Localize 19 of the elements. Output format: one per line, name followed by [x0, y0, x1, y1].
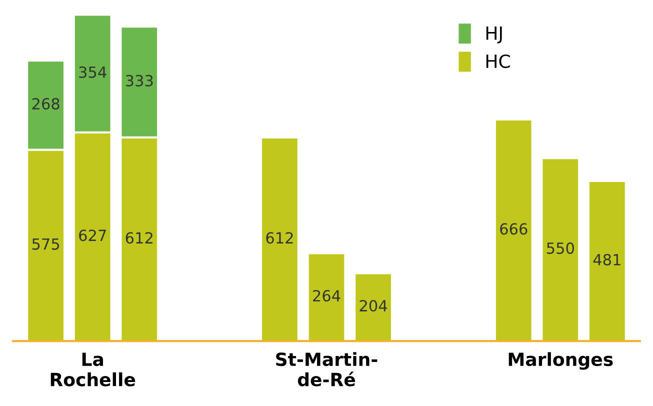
- data-label: 575: [32, 238, 60, 250]
- data-label: 612: [266, 232, 293, 244]
- data-label: 333: [126, 74, 153, 86]
- bar: [540, 157, 580, 342]
- data-label: 481: [593, 254, 620, 266]
- data-label: 268: [32, 98, 60, 110]
- x-tick-label: Marlonges: [508, 352, 613, 370]
- data-label: 627: [79, 230, 106, 242]
- data-label: 550: [547, 242, 574, 254]
- data-label: 666: [500, 223, 528, 235]
- data-label: 612: [126, 232, 152, 244]
- x-tick-label: La Rochelle: [50, 352, 136, 386]
- bar: [306, 252, 346, 342]
- data-label: 354: [79, 66, 106, 78]
- data-label: 264: [313, 290, 340, 302]
- legend-label: HJ: [486, 26, 502, 44]
- data-label: 204: [360, 300, 388, 312]
- legend-label: HC: [486, 54, 510, 68]
- x-tick-label: St-Martin- de-Ré: [276, 352, 378, 386]
